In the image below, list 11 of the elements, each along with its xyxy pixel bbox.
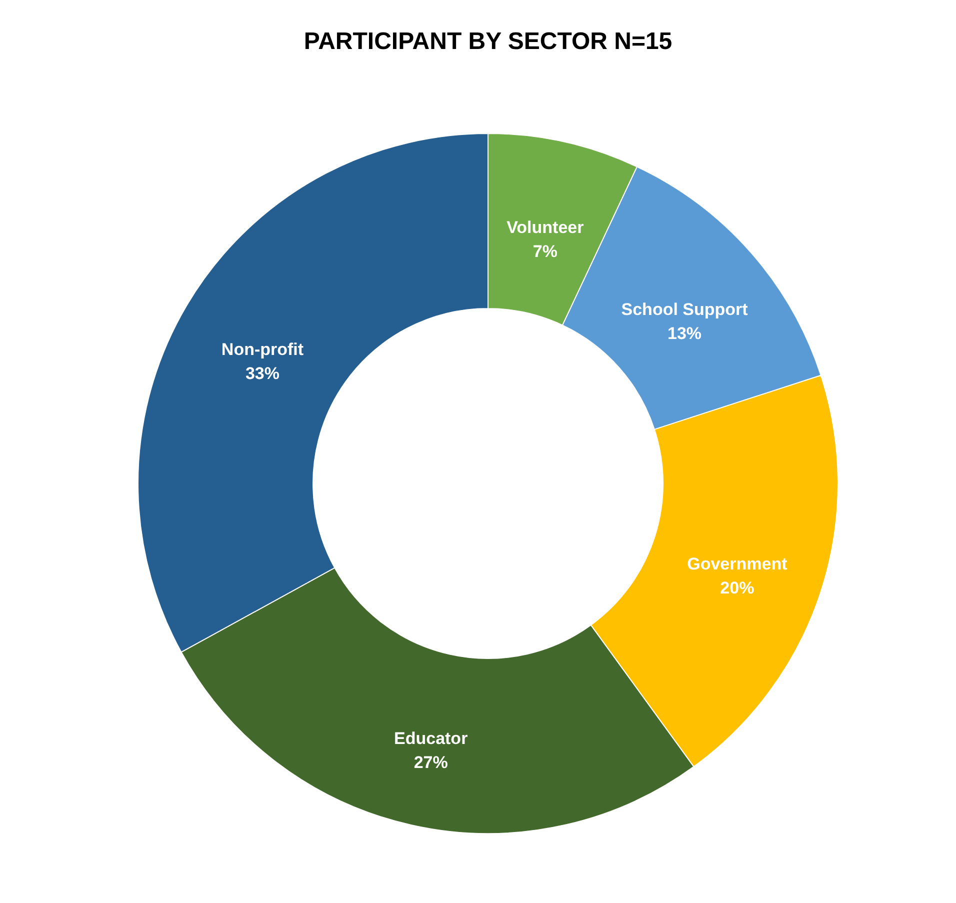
slice-label: Government [687,554,788,574]
data-label: 13% [668,324,702,344]
chart-title: PARTICIPANT BY SECTOR N=15 [304,28,672,55]
slice-label: Educator [394,729,468,748]
data-label: 20% [720,578,754,598]
slice-label: Non-profit [221,340,304,360]
data-label: 27% [414,753,448,772]
data-label: 7% [532,242,558,261]
slice-label: Volunteer [506,218,584,237]
slice-label: School Support [621,300,748,320]
data-label: 33% [245,364,280,384]
